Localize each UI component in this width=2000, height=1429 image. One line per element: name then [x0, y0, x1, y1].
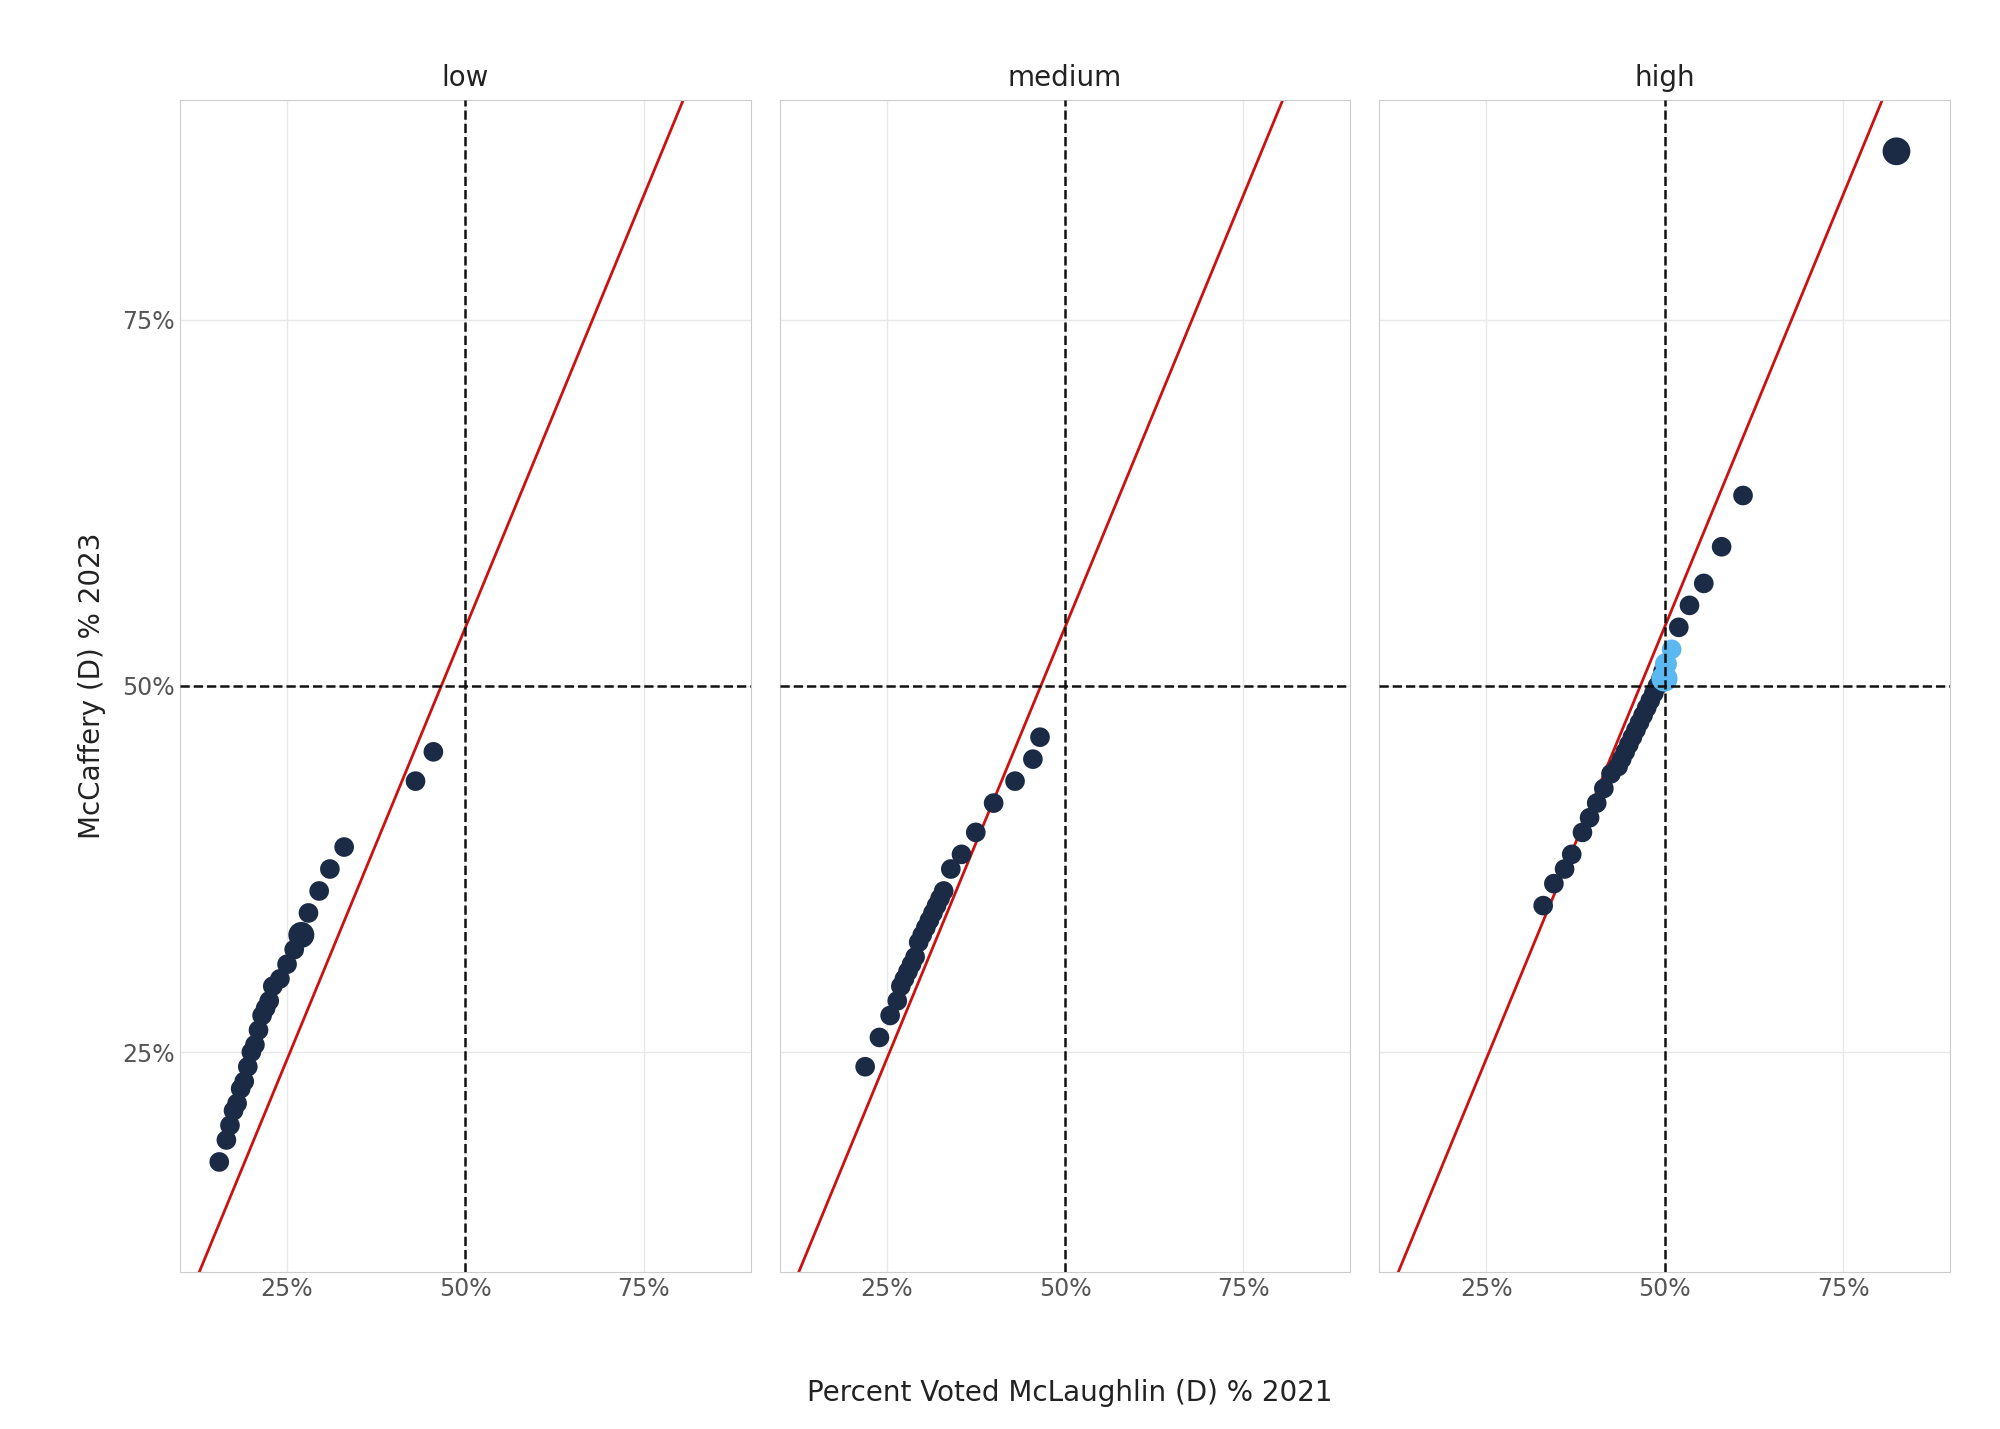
Point [214, 1115, 246, 1137]
Point [1606, 747, 1638, 770]
Point [1674, 594, 1706, 617]
Point [1016, 747, 1048, 770]
Point [914, 909, 946, 932]
Point [272, 953, 304, 976]
Point [1620, 719, 1652, 742]
Point [278, 939, 310, 962]
Text: Percent Voted McLaughlin (D) % 2021: Percent Voted McLaughlin (D) % 2021 [808, 1379, 1332, 1408]
Point [946, 843, 978, 866]
Point [314, 857, 346, 880]
Point [1556, 843, 1588, 866]
Title: medium: medium [1008, 64, 1122, 91]
Point [900, 946, 932, 969]
Point [1624, 712, 1656, 735]
Point [210, 1129, 242, 1152]
Point [1024, 726, 1056, 749]
Point [1638, 682, 1670, 704]
Title: low: low [442, 64, 490, 91]
Point [1528, 895, 1560, 917]
Point [1000, 770, 1032, 793]
Point [1688, 572, 1720, 594]
Point [1644, 667, 1676, 690]
Point [892, 960, 924, 983]
Point [850, 1055, 882, 1079]
Point [910, 916, 942, 939]
Point [1594, 763, 1626, 786]
Point [920, 895, 952, 917]
Title: high: high [1634, 64, 1694, 91]
Point [1566, 820, 1598, 843]
Point [906, 923, 938, 946]
Point [250, 997, 282, 1020]
Point [884, 975, 916, 997]
Point [882, 989, 914, 1012]
Point [236, 1040, 268, 1063]
Point [1538, 872, 1570, 895]
Point [1610, 740, 1642, 763]
Point [228, 1070, 260, 1093]
Point [246, 1005, 278, 1027]
Point [1588, 777, 1620, 800]
Point [888, 967, 920, 990]
Point [238, 1033, 270, 1056]
Point [204, 1150, 236, 1173]
Point [1706, 536, 1738, 559]
Point [928, 880, 960, 903]
Point [232, 1055, 264, 1079]
Point [1574, 806, 1606, 829]
Point [304, 880, 336, 903]
Point [224, 1077, 256, 1100]
Point [1648, 667, 1680, 690]
Point [960, 820, 992, 843]
Point [1642, 674, 1674, 697]
Point [1648, 660, 1680, 683]
Point [978, 792, 1010, 815]
Point [1548, 857, 1580, 880]
Point [1612, 733, 1644, 756]
Point [286, 923, 318, 946]
Point [222, 1092, 254, 1115]
Point [1602, 755, 1634, 777]
Point [254, 989, 286, 1012]
Point [1662, 616, 1694, 639]
Point [328, 836, 360, 859]
Point [1650, 653, 1682, 676]
Point [218, 1099, 250, 1122]
Point [874, 1005, 906, 1027]
Point [864, 1026, 896, 1049]
Point [1634, 689, 1666, 712]
Point [242, 1019, 274, 1042]
Point [1656, 637, 1688, 660]
Point [1616, 726, 1648, 749]
Point [1630, 696, 1662, 719]
Point [256, 975, 288, 997]
Point [292, 902, 324, 925]
Point [934, 857, 966, 880]
Point [896, 953, 928, 976]
Point [1728, 484, 1760, 507]
Y-axis label: McCaffery (D) % 2023: McCaffery (D) % 2023 [78, 533, 106, 839]
Point [1580, 792, 1612, 815]
Point [902, 930, 934, 953]
Point [916, 902, 948, 925]
Point [924, 887, 956, 910]
Point [1880, 140, 1912, 163]
Point [400, 770, 432, 793]
Point [1628, 704, 1660, 727]
Point [418, 740, 450, 763]
Point [264, 967, 296, 990]
